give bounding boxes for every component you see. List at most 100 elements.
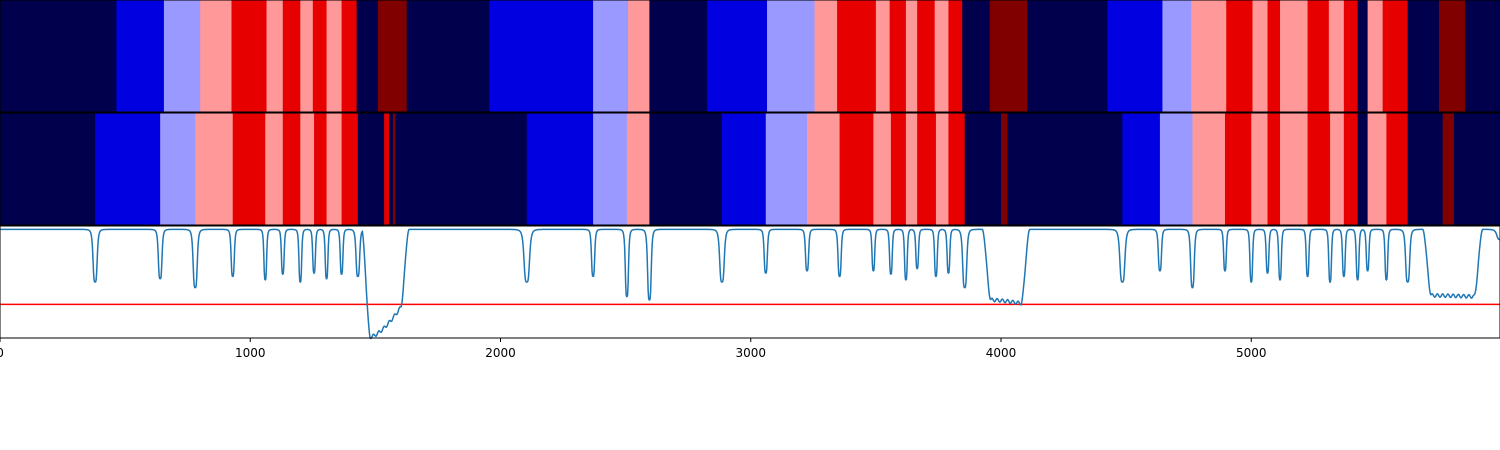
heatmap-segment (231, 0, 267, 112)
heatmap-segment (314, 113, 327, 225)
heatmap-segment (890, 113, 907, 225)
heatmap-segment (873, 113, 892, 225)
heatmap-segment (1343, 0, 1358, 112)
heatmap-segment (356, 0, 379, 112)
heatmap-segment (875, 0, 891, 112)
heatmap-segment (389, 113, 394, 225)
heatmap-segment (1407, 113, 1444, 225)
heatmap-segment (266, 0, 284, 112)
heatmap-segment (341, 113, 359, 225)
heatmap-segment (935, 113, 949, 225)
heatmap-segment (377, 0, 408, 112)
heatmap-segment (1357, 113, 1369, 225)
heatmap-segment (116, 0, 165, 112)
heatmap-segment (1280, 113, 1308, 225)
heatmap-segment (1192, 113, 1226, 225)
heatmap-segment (626, 113, 650, 225)
heatmap-segment (326, 113, 342, 225)
heatmap-segment (1122, 113, 1161, 225)
heatmap-segment (357, 113, 385, 225)
probability-line-panel (0, 226, 1500, 340)
heatmap-segment (1007, 113, 1123, 225)
heatmap-segment (232, 113, 266, 225)
heatmap-segment (628, 0, 650, 112)
heatmap-segment (1226, 0, 1253, 112)
heatmap-segment (962, 0, 991, 112)
heatmap-segment (989, 0, 1028, 112)
label-heatmap-bottom (0, 113, 1500, 225)
x-tick-label: 1000 (235, 346, 266, 360)
heatmap-segment (1465, 0, 1500, 112)
heatmap-segment (706, 0, 768, 112)
heatmap-segment (395, 113, 528, 225)
x-tick-label: 4000 (986, 346, 1017, 360)
heatmap-segment (948, 113, 966, 225)
heatmap-segment (0, 0, 117, 112)
heatmap-segment (1453, 113, 1500, 225)
label-heatmap-top (0, 0, 1500, 112)
heatmap-segment (1307, 113, 1331, 225)
heatmap-segment (917, 0, 936, 112)
heatmap-segment (1251, 113, 1268, 225)
heatmap-segment (200, 0, 232, 112)
series-line (0, 228, 1500, 340)
heatmap-segment (163, 0, 201, 112)
heatmap-segment (837, 0, 877, 112)
heatmap-segment (326, 0, 342, 112)
x-tick-label: 2000 (485, 346, 516, 360)
heatmap-segment (1107, 0, 1163, 112)
heatmap-segment (1357, 0, 1369, 112)
heatmap-segment (905, 0, 918, 112)
heatmap-segment (526, 113, 594, 225)
heatmap-segment (406, 0, 490, 112)
heatmap-segment (814, 0, 838, 112)
heatmap-segment (300, 0, 314, 112)
heatmap-segment (1328, 0, 1345, 112)
heatmap-segment (1367, 113, 1387, 225)
heatmap-segment (489, 0, 594, 112)
heatmap-segment (889, 0, 907, 112)
heatmap-segment (1367, 0, 1384, 112)
heatmap-segment (807, 113, 840, 225)
heatmap-segment (1307, 0, 1330, 112)
x-tick-label: 5000 (1236, 346, 1267, 360)
heatmap-segment (765, 113, 808, 225)
plot-area-background (0, 226, 1500, 338)
heatmap-top-frame (0, 0, 1500, 113)
heatmap-segment (384, 113, 390, 225)
heatmap-segment (0, 113, 96, 225)
heatmap-segment (160, 113, 196, 225)
heatmap-segment (905, 113, 918, 225)
heatmap-segment (721, 113, 767, 225)
x-tick-label: 3000 (735, 346, 766, 360)
heatmap-segment (392, 113, 396, 225)
heatmap-segment (839, 113, 874, 225)
heatmap-segment (1280, 0, 1308, 112)
heatmap-segment (1027, 0, 1108, 112)
heatmap-segment (649, 113, 723, 225)
heatmap-segment (1330, 113, 1345, 225)
heatmap-segment (282, 113, 301, 225)
heatmap-segment (1343, 113, 1358, 225)
heatmap-segment (649, 0, 708, 112)
heatmap-segment (964, 113, 1002, 225)
heatmap-bottom-frame (0, 112, 1500, 226)
heatmap-segment (1159, 113, 1193, 225)
heatmap-segment (767, 0, 815, 112)
heatmap-segment (1252, 0, 1268, 112)
heatmap-segment (195, 113, 234, 225)
heatmap-segment (593, 113, 628, 225)
heatmap-segment (265, 113, 284, 225)
heatmap-segment (1267, 113, 1281, 225)
heatmap-segment (1382, 0, 1409, 112)
heatmap-segment (1386, 113, 1409, 225)
heatmap-segment (1442, 113, 1455, 225)
x-tick-label: 0 (0, 346, 4, 360)
x-axis: 0 1000 2000 3000 4000 5000 (0, 338, 1267, 360)
heatmap-segment (282, 0, 301, 112)
heatmap-segment (95, 113, 161, 225)
heatmap-segment (593, 0, 629, 112)
heatmap-segment (300, 113, 315, 225)
heatmap-segment (1001, 113, 1008, 225)
